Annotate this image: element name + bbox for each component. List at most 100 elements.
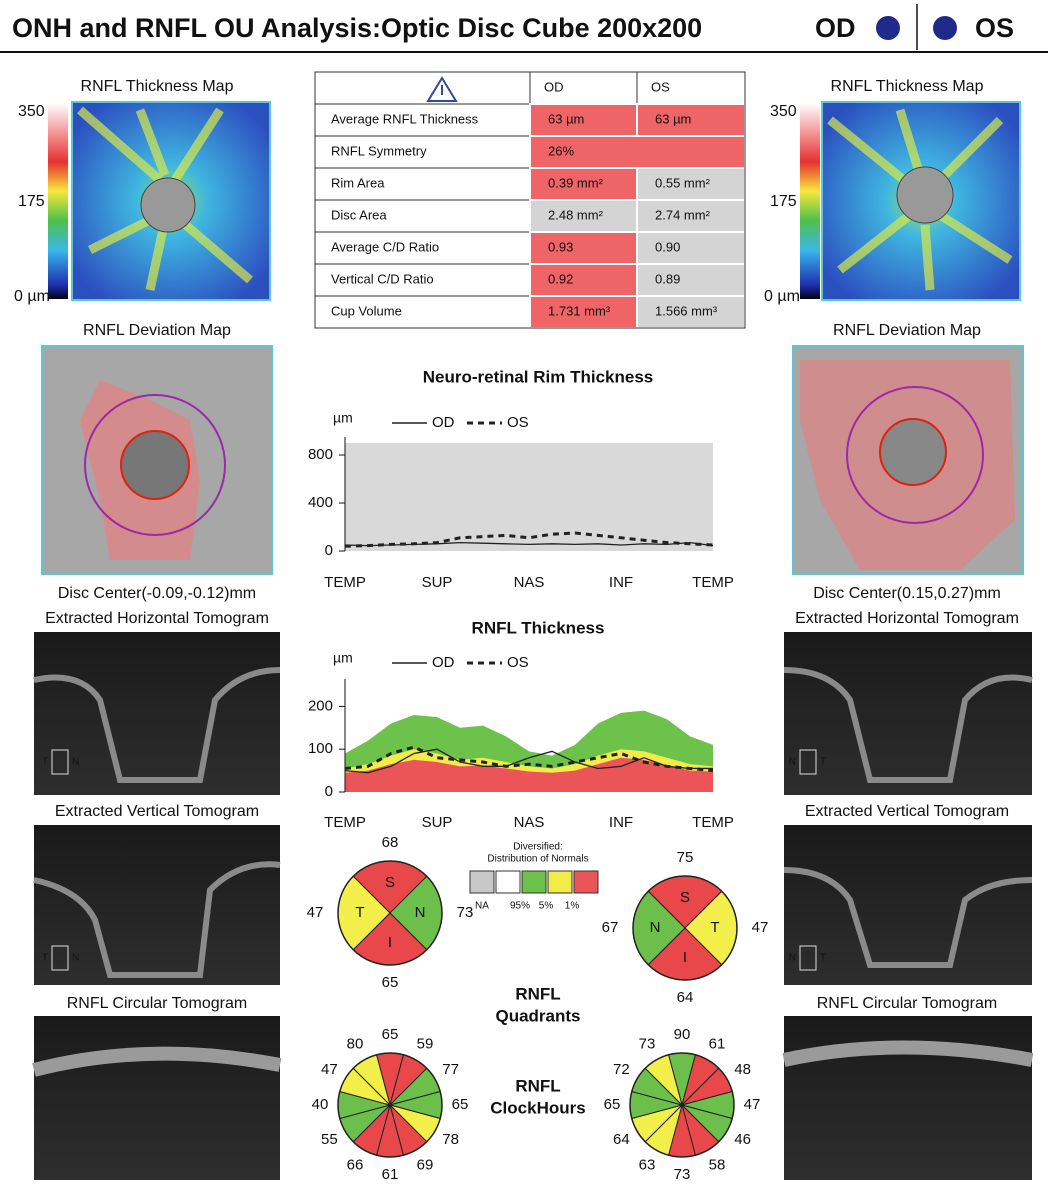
- tomogram: [784, 632, 1032, 795]
- table-label: Vertical C/D Ratio: [331, 271, 434, 286]
- table-value: 63 µm: [655, 111, 691, 126]
- quadrant-label: N: [415, 904, 426, 921]
- disc-margin: [120, 430, 190, 500]
- section-title: ClockHours: [490, 1098, 585, 1117]
- clock-value: 90: [674, 1026, 691, 1043]
- clock-value: 47: [321, 1061, 338, 1078]
- x-tick-label: TEMP: [692, 814, 734, 831]
- legend-box-label: 95%: [510, 901, 530, 912]
- x-tick-label: TEMP: [324, 814, 366, 831]
- y-tick-label: 0: [325, 783, 333, 800]
- clock-value: 55: [321, 1131, 338, 1148]
- clock-value: 40: [312, 1096, 329, 1113]
- x-tick-label: INF: [609, 814, 633, 831]
- tomogram: [34, 1016, 280, 1180]
- clock-value: 77: [442, 1061, 459, 1078]
- table-value: 1.731 mm³: [548, 303, 611, 318]
- map-vessels: [77, 106, 253, 291]
- x-tick-label: SUP: [422, 574, 453, 591]
- table-cell: [636, 231, 746, 265]
- retina-layer: [33, 667, 281, 783]
- table-label: Average C/D Ratio: [331, 239, 439, 254]
- table-header: OD: [544, 79, 564, 94]
- legend-title: Distribution of Normals: [487, 854, 588, 865]
- section-title: RNFL: [515, 1076, 560, 1095]
- table-value: 0.92: [548, 271, 573, 286]
- retina-layer: [33, 861, 281, 978]
- od-label: OD: [815, 13, 856, 43]
- x-tick-label: INF: [609, 574, 633, 591]
- clock-value: 59: [417, 1035, 434, 1052]
- quadrant-label: T: [710, 919, 719, 936]
- orientation-label: N: [72, 757, 79, 768]
- y-tick-label: 0: [325, 542, 333, 559]
- colorbar-label: 175: [18, 193, 45, 210]
- optic-disc: [140, 177, 196, 233]
- quadrant-label: I: [388, 934, 392, 951]
- optic-disc: [896, 166, 954, 224]
- table-value: 63 µm: [548, 111, 584, 126]
- retina-layer: [783, 667, 1033, 783]
- chart-title: RNFL Thickness: [472, 618, 605, 637]
- panel-title: Extracted Horizontal Tomogram: [45, 610, 269, 627]
- table-label: Cup Volume: [331, 303, 402, 318]
- tomogram: [34, 825, 280, 985]
- panel-title: RNFL Deviation Map: [833, 322, 981, 339]
- panel-title: Extracted Vertical Tomogram: [805, 803, 1009, 820]
- table-label-cell: [314, 231, 531, 265]
- y-axis-label: µm: [333, 650, 353, 666]
- y-axis-label: µm: [333, 410, 353, 426]
- quadrant-label: S: [385, 874, 395, 891]
- x-tick-label: NAS: [514, 814, 545, 831]
- section-title: RNFL: [515, 984, 560, 1003]
- legend-box: [521, 870, 547, 894]
- legend-title: Diversified:: [513, 842, 562, 853]
- clock-outline: [337, 1052, 443, 1158]
- table-cell: [636, 295, 746, 329]
- table-label-cell: [314, 295, 531, 329]
- legend-label: OD: [432, 654, 455, 671]
- disc-center: Disc Center(-0.09,-0.12)mm: [58, 585, 256, 602]
- clock-value: 58: [709, 1157, 726, 1174]
- table-value: 0.39 mm²: [548, 175, 604, 190]
- map-vessels: [827, 108, 1013, 291]
- table-value: 1.566 mm³: [655, 303, 718, 318]
- color-bar: [48, 103, 68, 299]
- scan-circle: [846, 386, 984, 524]
- section-title: Quadrants: [495, 1006, 580, 1025]
- x-tick-label: NAS: [514, 574, 545, 591]
- clock-outline: [629, 1052, 735, 1158]
- legend-box-label: NA: [475, 901, 489, 912]
- os-dot: [933, 16, 957, 40]
- quadrant-value: 47: [307, 904, 324, 921]
- series-line: [344, 541, 714, 547]
- panel-title: RNFL Thickness Map: [831, 78, 984, 95]
- panel-title: Extracted Horizontal Tomogram: [795, 610, 1019, 627]
- orientation-box: [799, 749, 817, 775]
- table-label: Disc Area: [331, 207, 387, 222]
- orientation-box: [51, 749, 69, 775]
- panel-title: Extracted Vertical Tomogram: [55, 803, 259, 820]
- disc-margin: [879, 418, 947, 486]
- clock-value: 73: [639, 1035, 656, 1052]
- quadrant-label: N: [650, 919, 661, 936]
- os-label: OS: [975, 13, 1014, 43]
- clock-value: 65: [382, 1026, 399, 1043]
- legend-box: [573, 870, 599, 894]
- plot-background: [345, 443, 713, 551]
- report-title: ONH and RNFL OU Analysis:Optic Disc Cube…: [12, 13, 702, 43]
- panel-title: RNFL Circular Tomogram: [67, 995, 247, 1012]
- orientation-label: N: [789, 757, 796, 768]
- panel-title: RNFL Thickness Map: [81, 78, 234, 95]
- clock-value: 65: [452, 1096, 469, 1113]
- table-label: Rim Area: [331, 175, 385, 190]
- quadrant-label: T: [355, 904, 364, 921]
- orientation-label: N: [72, 953, 79, 964]
- y-tick-label: 100: [308, 740, 333, 757]
- x-tick-label: TEMP: [692, 574, 734, 591]
- quadrant-value: 47: [752, 919, 769, 936]
- clock-value: 48: [734, 1061, 751, 1078]
- clock-value: 73: [674, 1166, 691, 1183]
- table-cell: [636, 263, 746, 297]
